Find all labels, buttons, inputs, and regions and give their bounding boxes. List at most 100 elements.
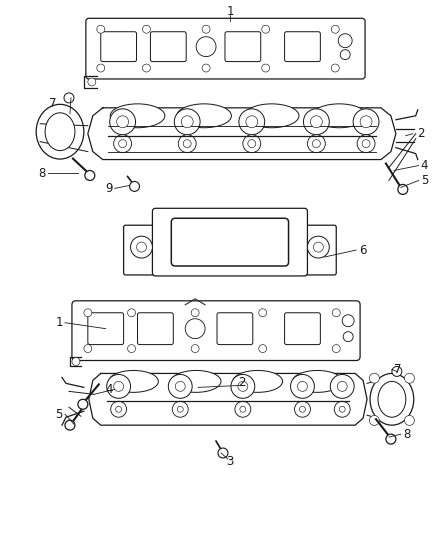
Circle shape [239, 109, 265, 135]
Text: 4: 4 [105, 383, 113, 396]
Circle shape [218, 448, 228, 458]
Circle shape [338, 34, 352, 47]
Circle shape [243, 135, 261, 152]
Circle shape [343, 332, 353, 342]
Circle shape [342, 315, 354, 327]
Circle shape [392, 367, 402, 376]
Text: 2: 2 [417, 127, 424, 140]
FancyBboxPatch shape [285, 32, 320, 62]
Circle shape [357, 135, 375, 152]
Circle shape [111, 401, 127, 417]
Circle shape [307, 135, 325, 152]
Circle shape [130, 181, 140, 191]
Circle shape [314, 242, 323, 252]
Circle shape [353, 109, 379, 135]
Circle shape [202, 25, 210, 33]
Circle shape [137, 242, 146, 252]
Circle shape [97, 25, 105, 33]
Ellipse shape [233, 370, 283, 392]
Circle shape [191, 309, 199, 317]
Circle shape [196, 37, 216, 56]
Circle shape [248, 140, 256, 148]
Circle shape [330, 375, 354, 398]
FancyBboxPatch shape [101, 32, 137, 62]
Circle shape [340, 50, 350, 60]
Circle shape [64, 93, 74, 103]
Circle shape [362, 140, 370, 148]
Circle shape [177, 406, 183, 412]
Circle shape [369, 373, 379, 383]
Text: 5: 5 [56, 408, 63, 421]
Circle shape [65, 420, 75, 430]
Circle shape [300, 406, 305, 412]
Circle shape [142, 25, 150, 33]
Circle shape [168, 375, 192, 398]
Ellipse shape [293, 370, 342, 392]
Circle shape [337, 382, 347, 391]
Circle shape [231, 375, 255, 398]
Circle shape [191, 345, 199, 352]
Circle shape [294, 401, 311, 417]
Circle shape [334, 401, 350, 417]
Ellipse shape [312, 104, 367, 128]
Ellipse shape [110, 104, 165, 128]
Circle shape [307, 236, 329, 258]
Circle shape [185, 319, 205, 338]
Text: 7: 7 [49, 98, 56, 110]
Text: 8: 8 [39, 167, 46, 180]
Circle shape [262, 25, 270, 33]
Circle shape [262, 64, 270, 72]
Circle shape [116, 406, 122, 412]
Text: 3: 3 [226, 456, 233, 469]
Polygon shape [89, 374, 367, 425]
Ellipse shape [45, 113, 75, 151]
Circle shape [142, 64, 150, 72]
FancyBboxPatch shape [150, 32, 186, 62]
Circle shape [297, 382, 307, 391]
FancyBboxPatch shape [72, 301, 360, 360]
Circle shape [405, 415, 414, 425]
FancyBboxPatch shape [88, 313, 124, 345]
Ellipse shape [171, 370, 221, 392]
Circle shape [360, 116, 372, 128]
Circle shape [181, 116, 193, 128]
FancyBboxPatch shape [171, 218, 289, 266]
Circle shape [88, 78, 96, 86]
Ellipse shape [177, 104, 231, 128]
Circle shape [246, 116, 258, 128]
FancyBboxPatch shape [285, 313, 320, 345]
Circle shape [114, 135, 131, 152]
FancyBboxPatch shape [217, 313, 253, 345]
Circle shape [332, 309, 340, 317]
FancyBboxPatch shape [152, 208, 307, 276]
Circle shape [202, 64, 210, 72]
Text: 8: 8 [403, 427, 410, 441]
Circle shape [235, 401, 251, 417]
Circle shape [259, 309, 267, 317]
FancyBboxPatch shape [225, 32, 261, 62]
Text: 6: 6 [359, 244, 367, 256]
Ellipse shape [109, 370, 159, 392]
Circle shape [183, 140, 191, 148]
Circle shape [290, 375, 314, 398]
Circle shape [110, 109, 135, 135]
Circle shape [131, 236, 152, 258]
Circle shape [114, 382, 124, 391]
Circle shape [119, 140, 127, 148]
Ellipse shape [36, 104, 84, 159]
Text: 7: 7 [394, 363, 401, 376]
Text: 1: 1 [226, 5, 234, 18]
Circle shape [259, 345, 267, 352]
Circle shape [97, 64, 105, 72]
Circle shape [331, 25, 339, 33]
Circle shape [405, 373, 414, 383]
Circle shape [84, 309, 92, 317]
Circle shape [84, 345, 92, 352]
Circle shape [72, 358, 80, 366]
Circle shape [332, 345, 340, 352]
Circle shape [178, 135, 196, 152]
FancyBboxPatch shape [86, 18, 365, 79]
Circle shape [175, 382, 185, 391]
Circle shape [127, 309, 135, 317]
Circle shape [331, 64, 339, 72]
